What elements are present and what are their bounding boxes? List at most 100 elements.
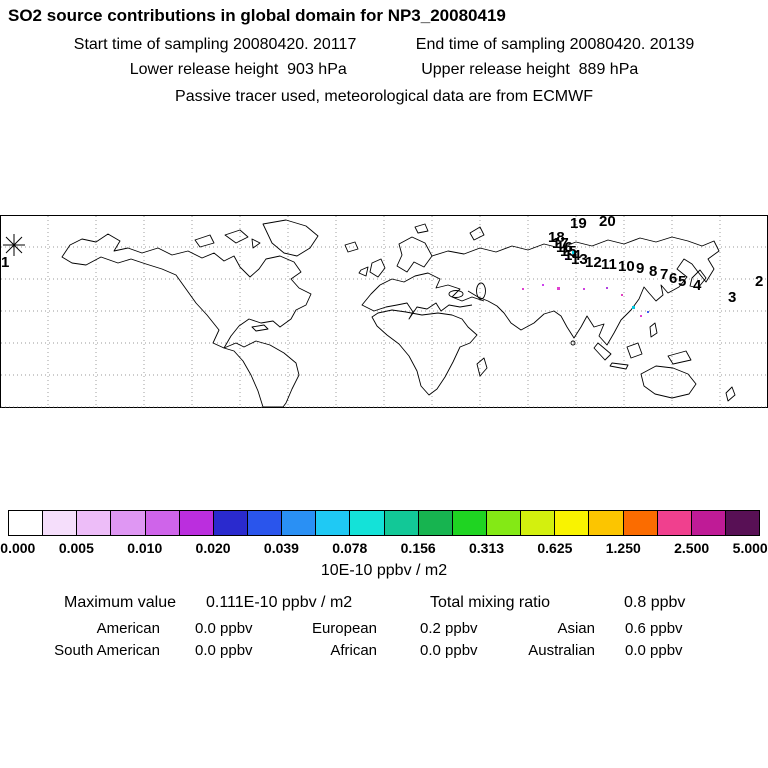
region-label-european: European bbox=[311, 620, 377, 637]
release-upper-text: Upper release height 889 hPa bbox=[421, 61, 639, 78]
colorbar-segment bbox=[384, 511, 419, 535]
coastlines bbox=[61, 219, 736, 408]
figure-title: SO2 source contributions in global domai… bbox=[8, 6, 506, 25]
trajectory-point-label: 4 bbox=[693, 277, 702, 294]
region-value-australian: 0.0 ppbv bbox=[625, 642, 683, 659]
concentration-dot bbox=[583, 288, 585, 290]
release-lower-text: Lower release height 903 hPa bbox=[129, 61, 347, 78]
colorbar-segment bbox=[725, 511, 760, 535]
trajectory-point-label: 18 bbox=[548, 229, 565, 246]
trajectory-point-label: 3 bbox=[728, 289, 736, 306]
release-marker-icon bbox=[3, 234, 25, 256]
concentration-dot bbox=[522, 288, 524, 290]
trajectory-point-label: 8 bbox=[649, 263, 657, 280]
region-label-asian: Asian bbox=[557, 620, 595, 637]
colorbar bbox=[8, 510, 760, 536]
colorbar-segment bbox=[657, 511, 692, 535]
trajectory-point-label: 5 bbox=[678, 273, 686, 290]
total-mixing-label: Total mixing ratio bbox=[430, 594, 551, 611]
colorbar-segment bbox=[555, 511, 590, 535]
max-value-text: 0.111E-10 ppbv / m2 bbox=[206, 594, 353, 611]
colorbar-tick-label: 0.010 bbox=[127, 540, 163, 556]
region-value-american: 0.0 ppbv bbox=[195, 620, 253, 637]
concentration-dot bbox=[557, 287, 560, 290]
colorbar-tick-label: 5.000 bbox=[732, 540, 768, 556]
trajectory-point-label: 2 bbox=[755, 273, 763, 290]
colorbar-tick-label: 1.250 bbox=[605, 540, 641, 556]
colorbar-tick-label: 0.000 bbox=[0, 540, 36, 556]
colorbar-segment bbox=[623, 511, 658, 535]
region-stats-row-2: South American 0.0 ppbv African 0.0 ppbv… bbox=[0, 642, 768, 659]
trajectory-point-label: 12 bbox=[585, 254, 602, 271]
world-map: 1 2 3 4 5 6 7 8 9 10 11 12 13 14 15 16 17 18 19 20 bbox=[0, 215, 768, 408]
colorbar-tick-label: 0.156 bbox=[400, 540, 436, 556]
region-label-australian: Australian bbox=[528, 642, 595, 659]
region-value-south-american: 0.0 ppbv bbox=[195, 642, 253, 659]
trajectory-point-label: 17 bbox=[552, 235, 569, 252]
region-stats-row-1: American 0.0 ppbv European 0.2 ppbv Asia… bbox=[0, 620, 768, 637]
colorbar-tick-label: 0.078 bbox=[332, 540, 368, 556]
colorbar-segment bbox=[9, 511, 44, 535]
colorbar-segment bbox=[316, 511, 351, 535]
colorbar-tick-label: 0.313 bbox=[469, 540, 505, 556]
concentration-dot bbox=[542, 284, 544, 286]
trajectory-point-label: 7 bbox=[660, 266, 668, 283]
colorbar-segment bbox=[452, 511, 487, 535]
colorbar-segment bbox=[691, 511, 726, 535]
colorbar-segment bbox=[213, 511, 248, 535]
region-label-american: American bbox=[96, 620, 160, 637]
trajectory-point-label: 16 bbox=[556, 239, 573, 256]
release-heights-line: Lower release height 903 hPa Upper relea… bbox=[0, 61, 768, 79]
colorbar-segment bbox=[521, 511, 556, 535]
tracer-note-text: Passive tracer used, meteorological data… bbox=[175, 88, 593, 105]
trajectory-point-label: 15 bbox=[560, 243, 577, 260]
region-value-asian: 0.6 ppbv bbox=[625, 620, 683, 637]
colorbar-segment bbox=[589, 511, 624, 535]
colorbar-segment bbox=[179, 511, 214, 535]
concentration-dots bbox=[522, 251, 649, 317]
region-value-african: 0.0 ppbv bbox=[420, 642, 478, 659]
concentration-dot bbox=[632, 306, 635, 309]
sampling-end-text: End time of sampling 20080420. 20139 bbox=[415, 36, 695, 53]
concentration-dot bbox=[647, 311, 649, 313]
trajectory-point-label: 14 bbox=[564, 247, 581, 264]
colorbar-tick-label: 0.625 bbox=[537, 540, 573, 556]
region-value-european: 0.2 ppbv bbox=[420, 620, 478, 637]
concentration-dot bbox=[565, 258, 567, 260]
trajectory-point-label: 13 bbox=[571, 251, 588, 268]
colorbar-segment bbox=[282, 511, 317, 535]
colorbar-segment bbox=[145, 511, 180, 535]
colorbar-tick-label: 0.005 bbox=[58, 540, 94, 556]
total-mixing-value: 0.8 ppbv bbox=[624, 594, 686, 611]
summary-stats-line: Maximum value 0.111E-10 ppbv / m2 Total … bbox=[0, 594, 768, 612]
max-value-label: Maximum value bbox=[64, 594, 177, 611]
trajectory-point-label: 6 bbox=[669, 270, 677, 287]
trajectory-point-label: 11 bbox=[601, 256, 617, 273]
trajectory-point-label: 19 bbox=[570, 215, 587, 232]
concentration-dot bbox=[621, 294, 623, 296]
colorbar-segment bbox=[111, 511, 146, 535]
colorbar-segment bbox=[43, 511, 78, 535]
trajectory-point-label: 9 bbox=[636, 260, 644, 277]
concentration-dot bbox=[572, 251, 575, 254]
colorbar-tick-label: 2.500 bbox=[674, 540, 710, 556]
colorbar-segment bbox=[77, 511, 112, 535]
trajectory-point-label: 10 bbox=[618, 258, 635, 275]
colorbar-segment bbox=[418, 511, 453, 535]
region-label-south-american: South American bbox=[54, 642, 160, 659]
concentration-dot bbox=[640, 315, 642, 317]
concentration-dot bbox=[606, 287, 608, 289]
colorbar-tick-labels: 0.000 0.005 0.010 0.020 0.039 0.078 0.156 0.313… bbox=[0, 540, 767, 557]
colorbar-segment bbox=[247, 511, 283, 535]
colorbar-units: 10E-10 ppbv / m2 bbox=[320, 562, 448, 579]
sampling-times-line: Start time of sampling 20080420. 20117 E… bbox=[0, 36, 768, 54]
colorbar-tick-label: 0.039 bbox=[263, 540, 299, 556]
region-label-african: African bbox=[330, 642, 377, 659]
sampling-start-text: Start time of sampling 20080420. 20117 bbox=[73, 36, 357, 53]
colorbar-tick-label: 0.020 bbox=[195, 540, 231, 556]
colorbar-segment bbox=[486, 511, 522, 535]
colorbar-segment bbox=[350, 511, 385, 535]
